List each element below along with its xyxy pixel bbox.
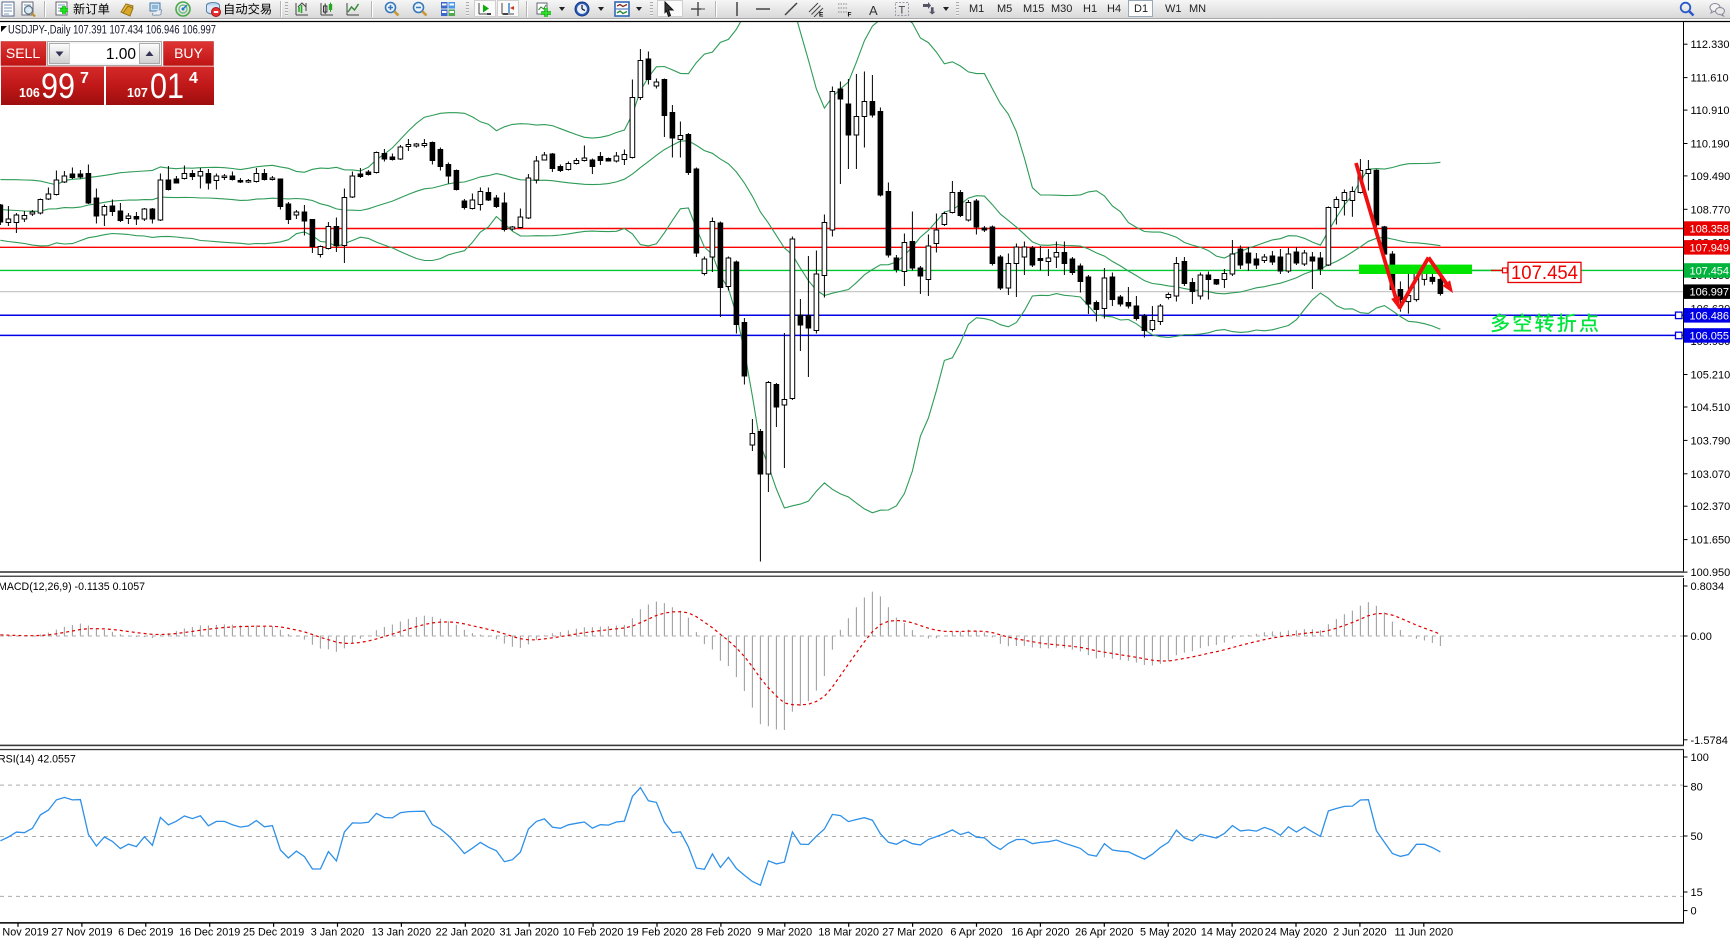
svg-text:-1.5784: -1.5784 [1691, 735, 1728, 747]
svg-text:0.8034: 0.8034 [1691, 581, 1725, 593]
svg-text:27 Mar 2020: 27 Mar 2020 [882, 927, 943, 939]
svg-text:5 May 2020: 5 May 2020 [1140, 927, 1196, 939]
svg-text:104.510: 104.510 [1691, 402, 1730, 414]
svg-text:USDJPY-,Daily 107.391 107.434: USDJPY-,Daily 107.391 107.434 106.946 10… [8, 25, 216, 37]
svg-text:100.950: 100.950 [1691, 567, 1730, 579]
svg-text:28 Feb 2020: 28 Feb 2020 [691, 927, 752, 939]
svg-text:16 Apr 2020: 16 Apr 2020 [1011, 927, 1069, 939]
svg-text:15: 15 [1691, 887, 1703, 899]
svg-text:3 Jan 2020: 3 Jan 2020 [311, 927, 364, 939]
svg-text:9 Mar 2020: 9 Mar 2020 [757, 927, 812, 939]
svg-text:106: 106 [19, 86, 40, 100]
svg-text:107.454: 107.454 [1690, 265, 1730, 277]
svg-text:18 Mar 2020: 18 Mar 2020 [818, 927, 879, 939]
svg-text:106.997: 106.997 [1690, 287, 1730, 299]
svg-text:107.949: 107.949 [1690, 242, 1730, 254]
svg-text:6 Apr 2020: 6 Apr 2020 [950, 927, 1002, 939]
svg-text:10 Feb 2020: 10 Feb 2020 [563, 927, 624, 939]
svg-text:105.210: 105.210 [1691, 370, 1730, 382]
svg-text:22 Jan 2020: 22 Jan 2020 [436, 927, 495, 939]
svg-text:101.650: 101.650 [1691, 535, 1730, 547]
svg-text:SELL: SELL [6, 45, 40, 61]
svg-text:16 Dec 2019: 16 Dec 2019 [179, 927, 240, 939]
svg-text:24 May 2020: 24 May 2020 [1265, 927, 1327, 939]
svg-text:25 Dec 2019: 25 Dec 2019 [243, 927, 304, 939]
svg-text:1.00: 1.00 [106, 46, 137, 63]
svg-text:108.358: 108.358 [1690, 224, 1730, 236]
svg-text:103.070: 103.070 [1691, 469, 1730, 481]
svg-text:0.00: 0.00 [1691, 631, 1712, 643]
svg-text:2 Jun 2020: 2 Jun 2020 [1333, 927, 1386, 939]
svg-text:106.486: 106.486 [1690, 310, 1730, 322]
svg-text:27 Nov 2019: 27 Nov 2019 [51, 927, 112, 939]
svg-text:108.770: 108.770 [1691, 204, 1730, 216]
svg-text:112.330: 112.330 [1691, 39, 1730, 51]
svg-text:13 Jan 2020: 13 Jan 2020 [372, 927, 431, 939]
svg-text:31 Jan 2020: 31 Jan 2020 [499, 927, 558, 939]
svg-text:18 Nov 2019: 18 Nov 2019 [0, 927, 49, 939]
svg-text:103.790: 103.790 [1691, 435, 1730, 447]
svg-text:111.610: 111.610 [1691, 73, 1729, 85]
svg-text:50: 50 [1691, 831, 1703, 843]
svg-text:109.490: 109.490 [1691, 171, 1730, 183]
svg-text:11 Jun 2020: 11 Jun 2020 [1394, 927, 1453, 939]
svg-text:110.190: 110.190 [1691, 139, 1730, 151]
svg-text:100: 100 [1691, 752, 1709, 764]
svg-text:7: 7 [80, 70, 89, 87]
svg-text:102.370: 102.370 [1691, 501, 1730, 513]
svg-text:99: 99 [41, 67, 75, 106]
svg-text:106.055: 106.055 [1690, 330, 1730, 342]
svg-text:F: F [848, 12, 852, 18]
svg-text:RSI(14) 42.0557: RSI(14) 42.0557 [0, 754, 76, 766]
svg-text:6 Dec 2019: 6 Dec 2019 [118, 927, 173, 939]
svg-text:26 Apr 2020: 26 Apr 2020 [1075, 927, 1133, 939]
svg-text:BUY: BUY [174, 45, 203, 61]
svg-text:14 May 2020: 14 May 2020 [1201, 927, 1263, 939]
svg-text:110.910: 110.910 [1691, 105, 1730, 117]
svg-text:01: 01 [150, 67, 184, 106]
svg-text:80: 80 [1691, 781, 1703, 793]
svg-text:E: E [819, 12, 824, 18]
svg-text:4: 4 [189, 70, 198, 87]
svg-text:107.454: 107.454 [1511, 263, 1578, 284]
svg-text:0: 0 [1691, 906, 1697, 918]
svg-text:T: T [899, 5, 906, 17]
svg-text:107: 107 [127, 86, 148, 100]
svg-text:MACD(12,26,9) -0.1135 0.1057: MACD(12,26,9) -0.1135 0.1057 [0, 581, 145, 593]
svg-text:19 Feb 2020: 19 Feb 2020 [627, 927, 688, 939]
